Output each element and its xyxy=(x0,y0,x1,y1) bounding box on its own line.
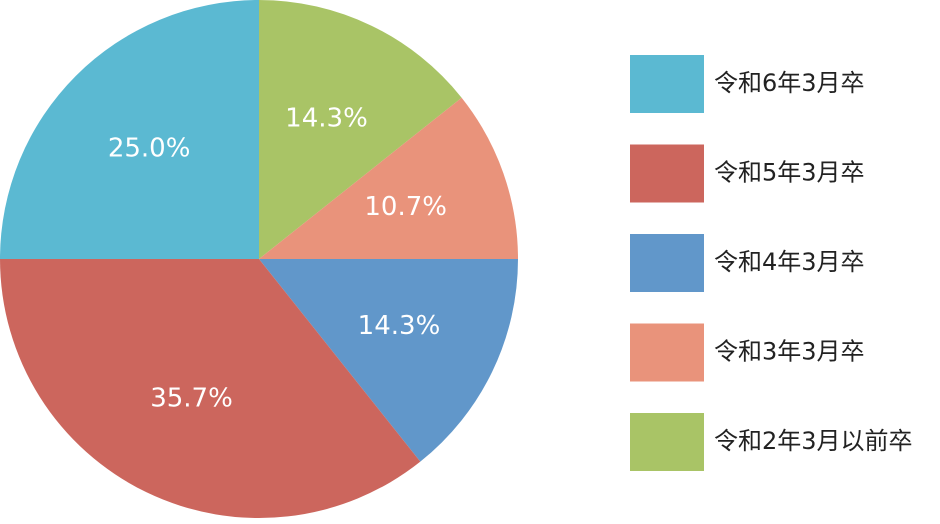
legend-item: 令和6年3月卒 xyxy=(630,55,865,113)
pie-slice-4 xyxy=(0,259,421,518)
legend-item: 令和2年3月以前卒 xyxy=(630,413,913,471)
legend-label: 令和5年3月卒 xyxy=(714,159,865,187)
slice-value-label-5: 25.0% xyxy=(108,134,191,164)
legend-label: 令和2年3月以前卒 xyxy=(714,427,913,455)
legend-item: 令和5年3月卒 xyxy=(630,144,865,203)
legend-swatch xyxy=(630,323,704,382)
legend-swatch xyxy=(630,413,704,471)
slice-value-label-2: 10.7% xyxy=(364,192,447,222)
legend-swatch xyxy=(630,234,704,292)
legend-label: 令和4年3月卒 xyxy=(714,248,865,276)
legend-swatch xyxy=(630,55,704,113)
legend-label: 令和3年3月卒 xyxy=(714,338,865,366)
legend-swatch xyxy=(630,144,704,203)
pie-slice-1 xyxy=(259,0,462,259)
legend-item: 令和3年3月卒 xyxy=(630,323,865,382)
pie-slice-labels: 14.3% 10.7% 14.3% 35.7% 25.0% xyxy=(108,104,447,414)
slice-value-label-3: 14.3% xyxy=(358,311,441,341)
pie-slice-5 xyxy=(0,0,259,259)
pie-slice-3 xyxy=(259,259,518,462)
legend-label: 令和6年3月卒 xyxy=(714,69,865,97)
slice-value-label-1: 14.3% xyxy=(285,104,368,134)
pie-slice-2 xyxy=(259,97,518,259)
pie-slices xyxy=(0,0,518,518)
slice-value-label-4: 35.7% xyxy=(150,383,233,413)
legend-item: 令和4年3月卒 xyxy=(630,234,865,292)
